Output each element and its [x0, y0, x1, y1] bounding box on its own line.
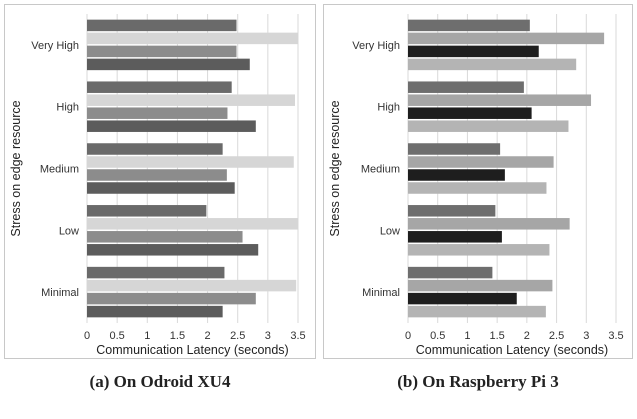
bar-low-aeneas [408, 218, 570, 230]
bar-very-high-pocketsphinx [408, 45, 539, 58]
bar-minimal-foglamp [87, 266, 225, 279]
x-tick-label: 1 [144, 330, 150, 342]
x-tick-label: 2 [205, 330, 211, 342]
bar-minimal-pocketsphinx [408, 292, 517, 305]
bar-minimal-yolo [408, 305, 546, 318]
x-tick-label: 0.5 [430, 330, 445, 342]
y-category-label: Medium [40, 164, 79, 176]
y-category-label: Very High [352, 40, 400, 52]
bar-very-high-yolo [408, 58, 577, 71]
bar-low-yolo [408, 244, 550, 256]
bar-very-high-pocketsphinx [87, 45, 237, 58]
y-category-label: Low [59, 225, 79, 237]
bar-high-aeneas [408, 94, 592, 106]
bar-low-pocketsphinx [87, 231, 243, 243]
y-category-label: High [377, 102, 400, 114]
x-tick-label: 1 [464, 330, 470, 342]
chart-panel-odroid: 0 0.5 1 1.5 2 2.5 3 3.5 Very High High Medium Low Mi… [4, 4, 316, 359]
bar-high-foglamp [87, 81, 232, 93]
bar-very-high-aeneas [408, 32, 605, 45]
bar-minimal-aeneas [408, 279, 553, 292]
y-category-label: High [56, 102, 79, 114]
x-axis-title: Communication Latency (seconds) [416, 343, 608, 357]
bar-medium-yolo [408, 182, 547, 194]
x-tick-label: 1.5 [489, 330, 504, 342]
bar-minimal-pocketsphinx [87, 292, 256, 305]
chart-odroid-svg: 0 0.5 1 1.5 2 2.5 3 3.5 Very High High Medium Low Mi… [9, 14, 306, 357]
bar-medium-foglamp [408, 143, 501, 155]
bar-high-pocketsphinx [87, 107, 228, 119]
x-tick-label: 0 [84, 330, 90, 342]
y-category-label: Minimal [362, 287, 400, 299]
bar-high-foglamp [408, 81, 524, 93]
y-category-label: Minimal [41, 287, 79, 299]
bar-high-yolo [87, 120, 256, 132]
x-tick-label: 3.5 [290, 330, 305, 342]
x-tick-label: 0.5 [109, 330, 124, 342]
bar-minimal-yolo [87, 305, 223, 318]
y-axis-title: Stress on edge resource [328, 100, 342, 236]
bar-low-foglamp [87, 205, 207, 217]
caption-odroid: (a) On Odroid XU4 [89, 372, 231, 391]
x-tick-label: 2 [524, 330, 530, 342]
bar-medium-pocketsphinx [408, 169, 505, 181]
y-category-label: Low [380, 225, 400, 237]
bar-minimal-aeneas [87, 279, 297, 292]
y-axis-title: Stress on edge resource [9, 100, 23, 236]
bar-medium-yolo [87, 182, 235, 194]
x-tick-label: 2.5 [549, 330, 564, 342]
x-tick-label: 3.5 [608, 330, 623, 342]
bar-medium-aeneas [87, 156, 294, 168]
bar-very-high-foglamp [408, 19, 530, 32]
bar-high-pocketsphinx [408, 107, 532, 119]
y-category-label: Medium [361, 164, 400, 176]
x-tick-label: 1.5 [170, 330, 185, 342]
bar-low-foglamp [408, 205, 496, 217]
x-tick-label: 3 [583, 330, 589, 342]
bar-medium-aeneas [408, 156, 554, 168]
chart-raspberry-svg: 0 0.5 1 1.5 2 2.5 3 3.5 Very High High Medium Low Mi… [328, 14, 624, 357]
x-tick-label: 0 [405, 330, 411, 342]
bar-high-aeneas [87, 94, 295, 106]
caption-raspberry: (b) On Raspberry Pi 3 [397, 372, 559, 391]
x-tick-label: 3 [265, 330, 271, 342]
y-category-label: Very High [31, 40, 79, 52]
bar-minimal-foglamp [408, 266, 493, 279]
bar-very-high-yolo [87, 58, 250, 71]
x-tick-label: 2.5 [230, 330, 245, 342]
bar-medium-pocketsphinx [87, 169, 227, 181]
x-axis-title: Communication Latency (seconds) [96, 343, 288, 357]
bar-medium-foglamp [87, 143, 223, 155]
bar-low-yolo [87, 244, 259, 256]
bar-very-high-aeneas [87, 32, 298, 45]
bar-very-high-foglamp [87, 19, 237, 32]
bar-low-aeneas [87, 218, 298, 230]
bar-high-yolo [408, 120, 569, 132]
chart-panel-raspberry: 0 0.5 1 1.5 2 2.5 3 3.5 Very High High Medium Low Mi… [323, 4, 633, 359]
bar-low-pocketsphinx [408, 231, 502, 243]
